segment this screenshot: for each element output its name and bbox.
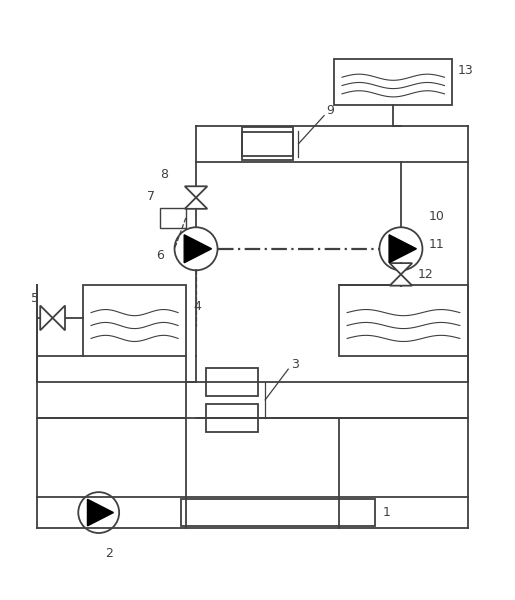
- Polygon shape: [184, 235, 212, 263]
- Text: 8: 8: [160, 168, 168, 181]
- Polygon shape: [40, 305, 53, 331]
- Bar: [339, 284, 468, 356]
- Text: 1: 1: [383, 506, 391, 519]
- Text: 12: 12: [418, 268, 434, 281]
- Bar: [242, 127, 294, 155]
- Text: 4: 4: [194, 300, 201, 313]
- Text: 7: 7: [147, 190, 155, 203]
- Text: 13: 13: [457, 64, 473, 77]
- Text: 2: 2: [105, 547, 113, 560]
- Polygon shape: [390, 274, 412, 286]
- Bar: [207, 404, 258, 432]
- Bar: [181, 499, 375, 526]
- Text: 3: 3: [291, 358, 299, 371]
- Polygon shape: [185, 197, 208, 209]
- Bar: [334, 59, 452, 106]
- Polygon shape: [185, 186, 208, 197]
- Text: 11: 11: [429, 238, 444, 251]
- Bar: [83, 284, 186, 356]
- Text: 6: 6: [156, 249, 164, 262]
- Polygon shape: [53, 305, 65, 331]
- Text: 5: 5: [31, 292, 39, 305]
- Bar: [160, 208, 186, 228]
- Polygon shape: [389, 235, 417, 263]
- Bar: [207, 368, 258, 396]
- Text: 9: 9: [327, 104, 335, 117]
- Text: 10: 10: [429, 210, 445, 223]
- Polygon shape: [88, 499, 113, 526]
- Polygon shape: [390, 263, 412, 274]
- Bar: [242, 132, 294, 160]
